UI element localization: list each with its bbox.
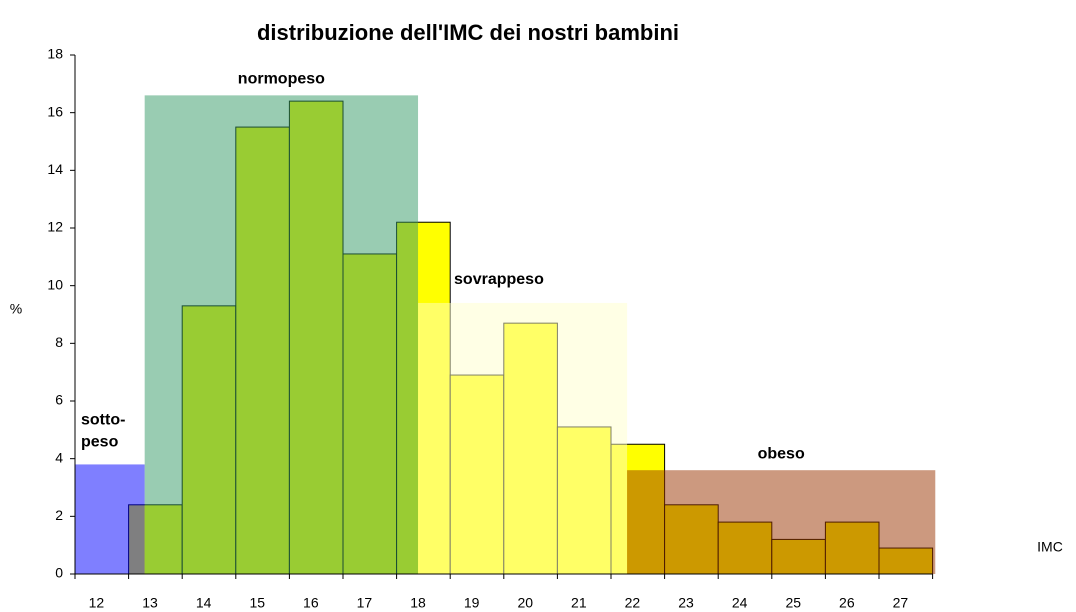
x-tick-label: 27 [893,595,909,611]
x-tick-label: 16 [303,595,319,611]
x-tick-label: 24 [732,595,748,611]
y-tick-label: 4 [55,449,63,465]
x-tick-label: 12 [89,595,105,611]
x-tick-label: 18 [410,595,426,611]
y-tick-label: 8 [55,334,63,350]
chart-title: distribuzione dell'IMC dei nostri bambin… [257,20,679,45]
x-tick-label: 23 [678,595,694,611]
x-tick-label: 26 [839,595,855,611]
y-tick-label: 0 [55,565,63,581]
region-label: peso [81,434,119,451]
region [75,464,145,574]
x-tick-label: 19 [464,595,480,611]
y-tick-label: 10 [47,276,63,292]
x-tick-label: 22 [625,595,641,611]
x-tick-label: 21 [571,595,587,611]
region [418,302,628,574]
y-tick-label: 12 [47,219,63,235]
x-tick-label: 20 [517,595,533,611]
y-tick-label: 2 [55,507,63,523]
x-tick-label: 17 [357,595,373,611]
y-tick-label: 6 [55,392,63,408]
x-tick-label: 13 [142,595,158,611]
x-tick-label: 15 [249,595,265,611]
y-tick-label: 14 [47,161,63,177]
region-label: normopeso [238,71,325,88]
y-tick-label: 18 [47,46,63,62]
y-axis-label: % [10,301,22,317]
region-label: obeso [758,445,805,462]
x-axis-label: IMC [1037,539,1063,555]
x-tick-label: 14 [196,595,212,611]
region [627,470,936,574]
region-label: sotto- [81,412,125,429]
region [144,95,419,574]
region-label: sovrappeso [454,271,544,288]
y-tick-label: 16 [47,103,63,119]
x-tick-label: 25 [785,595,801,611]
